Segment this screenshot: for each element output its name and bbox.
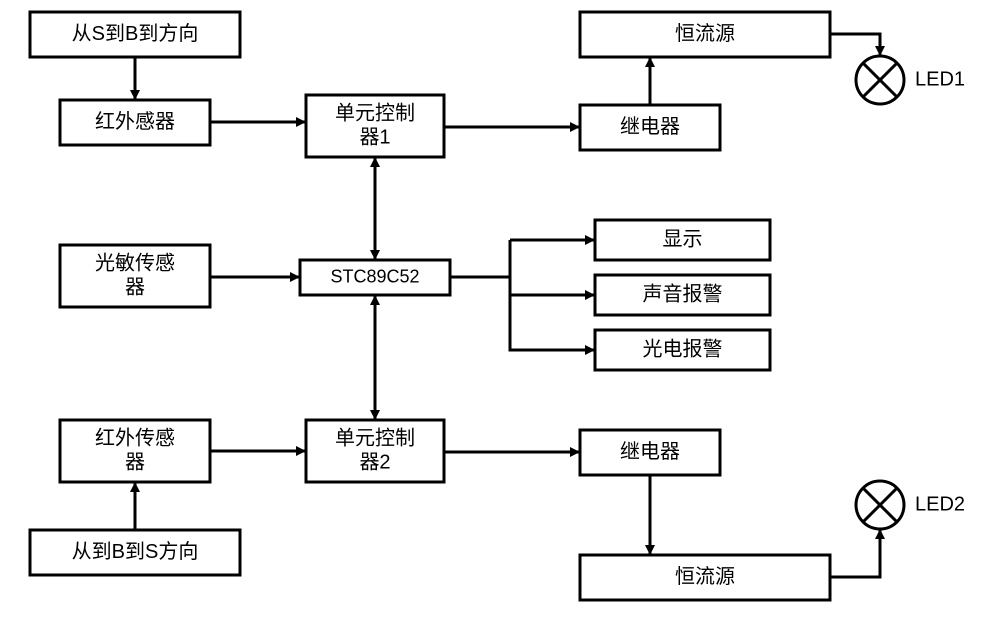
box-sound-label: 声音报警 <box>643 282 723 305</box>
box-lightSens-label: 器 <box>125 276 145 298</box>
box-unit1: 单元控制器1 <box>306 95 444 157</box>
box-ccs2: 恒流源 <box>580 555 830 600</box>
led2-label: LED2 <box>915 493 965 515</box>
box-mcu: STC89C52 <box>300 260 450 295</box>
box-dirSB: 从S到B到方向 <box>30 12 240 57</box>
box-ccs2-label: 恒流源 <box>675 565 735 588</box>
box-display-label: 显示 <box>663 228 703 250</box>
box-lightSens-label: 光敏传感 <box>95 251 175 274</box>
box-unit1-label: 单元控制 <box>335 101 415 124</box>
box-sound: 声音报警 <box>595 275 770 315</box>
box-ir1: 红外感器 <box>60 100 210 145</box>
box-mcu-label: STC89C52 <box>330 266 419 286</box>
box-optAlarm: 光电报警 <box>595 330 770 370</box>
box-unit2: 单元控制器2 <box>306 420 444 482</box>
box-dirBS: 从到B到S方向 <box>30 530 240 575</box>
box-optAlarm-label: 光电报警 <box>643 337 723 360</box>
box-ir1-label: 红外感器 <box>95 110 175 133</box>
box-dirBS-label: 从到B到S方向 <box>72 540 199 563</box>
box-relay1-label: 继电器 <box>620 115 680 138</box>
box-lightSens: 光敏传感器 <box>60 245 210 307</box>
box-relay2-label: 继电器 <box>620 440 680 463</box>
box-relay2: 继电器 <box>580 430 720 475</box>
led1-label: LED1 <box>915 68 965 90</box>
box-dirSB-label: 从S到B到方向 <box>72 22 199 45</box>
box-display: 显示 <box>595 220 770 260</box>
box-ir2: 红外传感器 <box>60 420 210 482</box>
box-relay1: 继电器 <box>580 105 720 150</box>
box-ccs1: 恒流源 <box>580 12 830 57</box>
box-ccs1-label: 恒流源 <box>675 22 735 45</box>
box-unit2-label: 器2 <box>359 451 390 473</box>
box-unit2-label: 单元控制 <box>335 426 415 449</box>
box-unit1-label: 器1 <box>359 126 390 148</box>
box-ir2-label: 红外传感 <box>95 426 175 449</box>
box-ir2-label: 器 <box>125 451 145 473</box>
